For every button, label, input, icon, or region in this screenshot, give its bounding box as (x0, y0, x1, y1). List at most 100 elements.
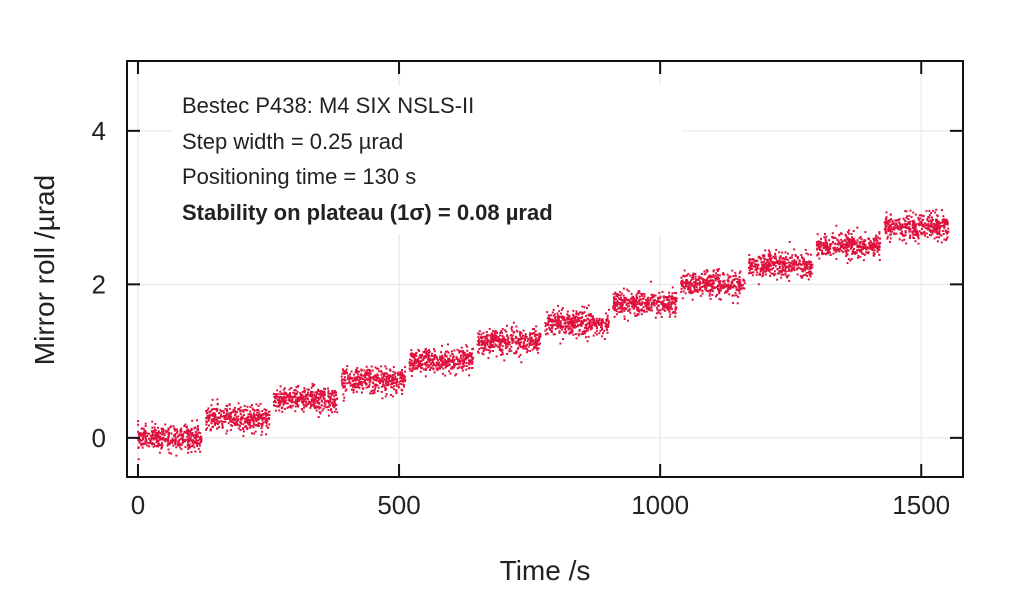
data-point (265, 433, 268, 436)
data-point (382, 383, 385, 386)
data-point (260, 427, 263, 430)
data-point (486, 333, 489, 336)
data-point (278, 399, 281, 402)
data-point (520, 361, 523, 364)
data-point (708, 274, 711, 277)
data-point (527, 345, 530, 348)
data-point (348, 377, 351, 380)
data-point (548, 326, 551, 329)
data-point (867, 237, 870, 240)
data-point (252, 408, 255, 411)
data-point (317, 398, 320, 401)
data-point (786, 258, 789, 261)
data-point (425, 369, 427, 371)
data-point (690, 292, 693, 295)
data-point (234, 422, 237, 425)
data-point (885, 211, 888, 214)
data-point (935, 224, 938, 227)
data-point (439, 367, 442, 370)
data-point (471, 357, 474, 360)
data-point (364, 379, 367, 381)
data-point (717, 280, 720, 283)
data-point (428, 350, 431, 353)
data-point (558, 324, 561, 327)
data-point (325, 406, 328, 409)
data-point (615, 298, 618, 300)
data-point (569, 322, 572, 325)
data-point (850, 258, 853, 261)
data-point (767, 268, 770, 271)
data-point (336, 411, 339, 414)
data-point (621, 301, 624, 304)
data-point (294, 410, 297, 413)
data-point (265, 424, 268, 427)
data-point (694, 284, 697, 287)
data-point (938, 232, 941, 235)
data-point (655, 312, 658, 315)
data-point (850, 244, 853, 247)
data-point (181, 434, 183, 437)
data-point (137, 420, 139, 423)
data-point (932, 209, 935, 212)
data-point (613, 308, 616, 311)
data-point (779, 266, 781, 268)
data-point (801, 257, 804, 260)
data-point (345, 388, 348, 391)
data-point (920, 220, 923, 223)
data-point (583, 306, 586, 309)
data-point (301, 400, 304, 403)
data-point (441, 344, 443, 347)
data-point (279, 402, 282, 404)
data-point (384, 389, 387, 391)
data-point (853, 251, 856, 254)
data-point (524, 339, 526, 341)
data-point (856, 256, 859, 259)
data-point (432, 364, 435, 367)
data-point (590, 321, 593, 324)
data-point (738, 285, 740, 288)
data-point (189, 429, 192, 432)
data-point (912, 219, 915, 222)
data-point (884, 229, 887, 232)
data-point (819, 245, 821, 248)
data-point (732, 286, 735, 289)
data-point (726, 290, 729, 292)
data-point (251, 425, 254, 428)
data-point (289, 392, 292, 395)
data-point (694, 279, 697, 282)
data-point (636, 292, 639, 295)
data-point (916, 232, 919, 235)
data-point (646, 299, 649, 302)
data-point (655, 302, 658, 305)
data-point (558, 310, 561, 313)
data-point (591, 327, 594, 330)
data-point (819, 240, 822, 243)
data-point (523, 340, 526, 343)
data-point (435, 361, 438, 364)
data-point (817, 240, 820, 243)
data-point (423, 350, 426, 353)
data-point (536, 348, 539, 351)
data-point (732, 285, 735, 288)
data-point (313, 399, 315, 402)
data-point (641, 301, 644, 304)
data-point (261, 419, 264, 422)
data-point (449, 372, 452, 375)
data-point (633, 300, 636, 303)
data-point (501, 334, 504, 337)
data-point (323, 405, 326, 408)
data-point (572, 313, 575, 316)
data-point (220, 410, 223, 413)
data-point (356, 378, 359, 381)
data-point (737, 282, 740, 285)
data-point (884, 220, 887, 223)
data-point (484, 347, 487, 350)
data-point (786, 252, 789, 255)
data-point (243, 404, 246, 407)
data-point (452, 356, 455, 358)
data-point (492, 350, 494, 352)
data-point (750, 271, 753, 274)
data-point (470, 367, 473, 369)
data-point (446, 364, 449, 367)
data-point (871, 244, 873, 247)
